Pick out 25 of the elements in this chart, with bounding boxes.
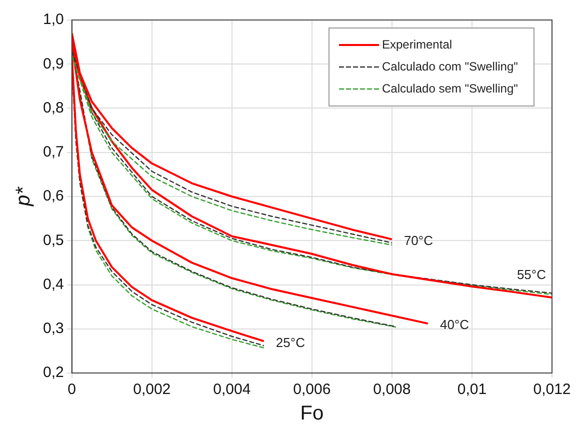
y-tick-label: 0,2 xyxy=(42,364,64,382)
annotation: 25°C xyxy=(276,334,305,350)
y-axis-title: p* xyxy=(12,186,35,207)
x-tick-label: 0,006 xyxy=(293,381,331,398)
legend-label: Calculado sem "Swelling" xyxy=(382,81,518,96)
x-tick-label: 0 xyxy=(68,381,76,398)
y-tick-label: 0,6 xyxy=(42,188,64,205)
y-tick-label: 0,5 xyxy=(42,232,64,249)
x-tick-label: 0,002 xyxy=(133,381,171,398)
annotation: 40°C xyxy=(440,317,470,332)
y-tick-label: 1,0 xyxy=(42,11,64,28)
x-tick-label: 0,008 xyxy=(373,381,411,398)
y-tick-label: 0,4 xyxy=(42,276,64,293)
y-tick-label: 0,8 xyxy=(42,99,64,116)
legend-label: Calculado com "Swelling" xyxy=(382,59,518,74)
legend-label: Experimental xyxy=(382,37,452,52)
x-tick-label: 0,004 xyxy=(213,381,251,398)
y-tick-label: 0,9 xyxy=(42,55,64,72)
annotation: 70°C xyxy=(404,232,433,248)
x-tick-label: 0,01 xyxy=(457,381,487,398)
y-tick-label: 0,3 xyxy=(42,320,64,338)
annotation: 55°C xyxy=(516,267,546,282)
x-axis-title: Fo xyxy=(300,402,324,425)
y-tick-label: 0,7 xyxy=(42,144,64,161)
x-tick-label: 0,012 xyxy=(533,381,571,398)
